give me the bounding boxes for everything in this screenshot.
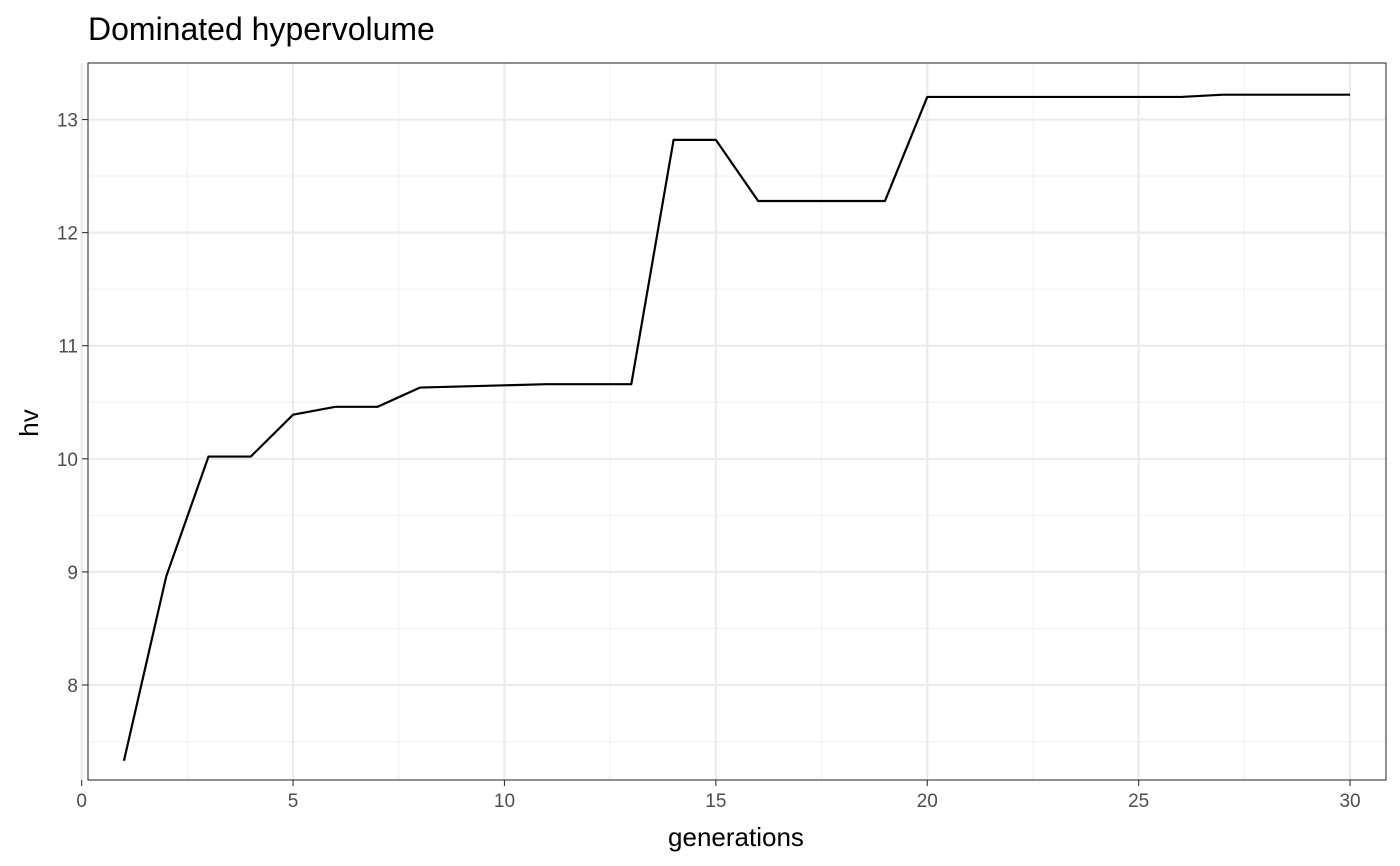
- x-tick-label: 15: [705, 791, 726, 812]
- x-tick-label: 20: [917, 791, 938, 812]
- y-axis-title: hv: [14, 409, 44, 436]
- major-gridlines: [80, 63, 1386, 780]
- chart-title: Dominated hypervolume: [88, 11, 435, 47]
- y-tick-label: 12: [57, 224, 78, 245]
- x-axis-title: generations: [668, 822, 804, 852]
- y-tick-label: 8: [67, 676, 78, 697]
- x-tick-label: 5: [288, 791, 299, 812]
- y-tick-label: 10: [57, 450, 78, 471]
- series-line: [122, 93, 1351, 762]
- x-tick-label: 25: [1128, 791, 1149, 812]
- x-tick-label: 0: [76, 791, 87, 812]
- y-tick-label: 13: [57, 111, 78, 132]
- x-axis: 0 5 10 15 20 25 30: [76, 780, 1361, 812]
- y-tick-label: 11: [58, 337, 78, 358]
- plot-panel-border: [87, 62, 1387, 781]
- minor-gridlines: [88, 63, 1386, 780]
- x-tick-label: 10: [494, 791, 515, 812]
- y-tick-label: 9: [67, 563, 78, 584]
- y-axis: 8 9 10 11 12 13: [57, 111, 88, 697]
- x-tick-label: 30: [1339, 791, 1360, 812]
